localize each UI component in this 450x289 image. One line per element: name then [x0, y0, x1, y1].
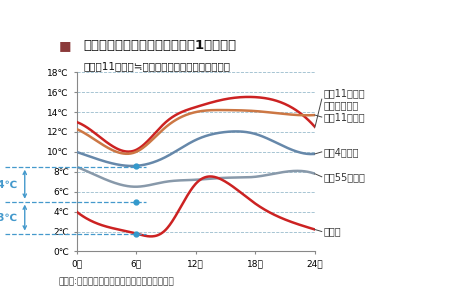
Text: 平成11年基準: 平成11年基準 — [323, 112, 364, 122]
Text: 平成11年基準
＋開口部強化: 平成11年基準 ＋開口部強化 — [323, 88, 364, 110]
Text: 平成4年基準: 平成4年基準 — [323, 147, 359, 157]
Text: ＊平成11年基準≒建築物省エネ法の外皮性能基準: ＊平成11年基準≒建築物省エネ法の外皮性能基準 — [83, 61, 230, 71]
Text: 〈出典:自立循環型住宅への設計ガイドライン〉: 〈出典:自立循環型住宅への設計ガイドライン〉 — [58, 277, 174, 286]
Text: 約4℃: 約4℃ — [0, 179, 18, 189]
Text: 外気温: 外気温 — [323, 227, 341, 236]
Text: 約3℃: 約3℃ — [0, 213, 18, 223]
Text: 断熱水準と自然室温との関係（1階便所）: 断熱水準と自然室温との関係（1階便所） — [83, 39, 236, 52]
Text: ■: ■ — [58, 39, 71, 52]
Text: 昭和55年基準: 昭和55年基準 — [323, 172, 365, 182]
